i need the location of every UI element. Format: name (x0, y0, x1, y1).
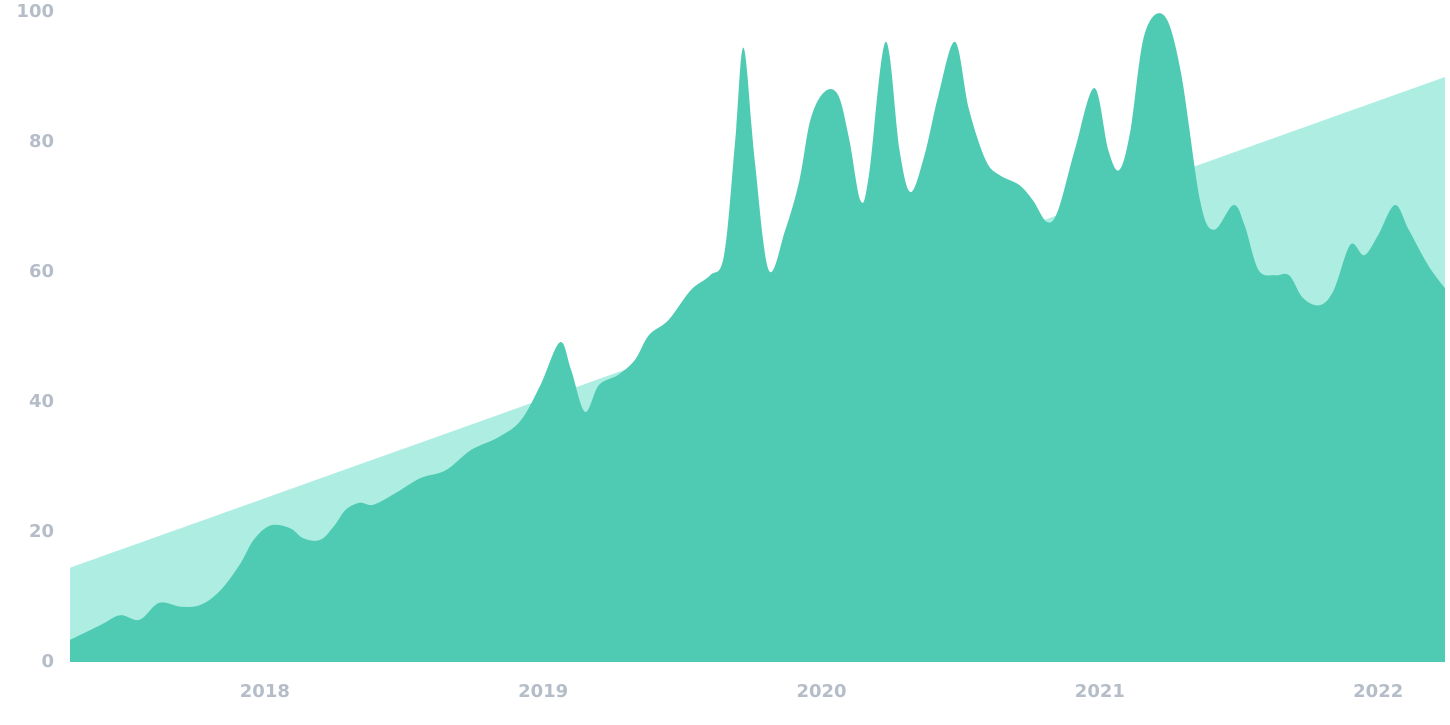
x-tick-label: 2018 (240, 681, 290, 702)
y-tick-label: 20 (29, 521, 54, 542)
y-tick-label: 80 (29, 131, 54, 152)
x-tick-label: 2019 (518, 681, 568, 702)
y-tick-label: 100 (16, 1, 54, 22)
x-tick-label: 2021 (1075, 681, 1125, 702)
y-tick-label: 60 (29, 261, 54, 282)
plot-area (70, 13, 1445, 662)
x-tick-label: 2020 (796, 681, 846, 702)
x-tick-label: 2022 (1353, 681, 1403, 702)
y-tick-label: 40 (29, 391, 54, 412)
area (70, 13, 1445, 662)
y-tick-label: 0 (41, 651, 54, 672)
